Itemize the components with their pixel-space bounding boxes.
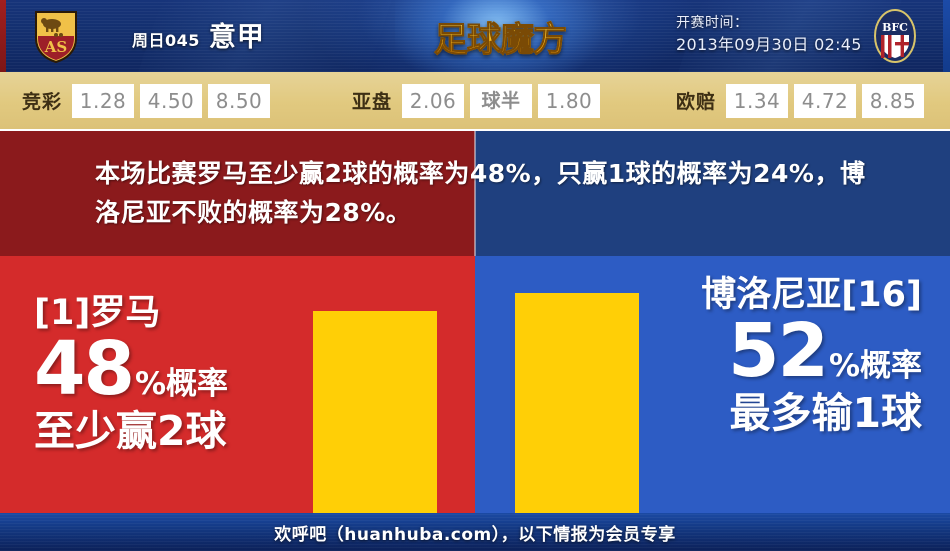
- home-outcome: 至少赢2球: [34, 407, 227, 456]
- brand-logo-text: 足球魔方: [434, 12, 568, 61]
- away-percent-row: 52 %概率: [622, 307, 922, 394]
- odds-yapan-home[interactable]: 2.06: [402, 83, 465, 118]
- away-stats: 博洛尼亚[16] 52 %概率 最多输1球: [622, 277, 922, 435]
- home-panel: [1]罗马 48 %概率 至少赢2球: [0, 131, 475, 513]
- odds-jingcai-1[interactable]: 1.28: [72, 83, 135, 118]
- odds-oupei-2[interactable]: 8.85: [862, 83, 925, 118]
- home-headline-band: [0, 131, 475, 256]
- header-right-accent: [943, 0, 950, 72]
- home-percent-value: 48: [34, 325, 135, 412]
- svg-text:BFC: BFC: [882, 21, 908, 34]
- odds-jingcai-x[interactable]: 4.50: [140, 83, 203, 118]
- odds-oupei-x[interactable]: 4.72: [794, 83, 857, 118]
- brand-logo[interactable]: 足球魔方: [395, 0, 605, 72]
- away-percent-suffix: %概率: [828, 347, 922, 384]
- home-percent-row: 48 %概率: [34, 325, 304, 412]
- odds-group-oupei: 欧赔 1.34 4.72 8.85: [676, 72, 925, 129]
- kickoff-label: 开赛时间：: [676, 15, 749, 31]
- odds-oupei-1[interactable]: 1.34: [726, 83, 789, 118]
- odds-yapan-handicap[interactable]: 球半: [470, 83, 533, 118]
- kickoff-value: 2013年09月30日 02:45: [676, 35, 862, 55]
- away-probability-bar: [515, 293, 639, 513]
- away-team-name: 博洛尼亚[16]: [701, 275, 922, 315]
- odds-group-jingcai: 竞彩 1.28 4.50 8.50: [22, 72, 271, 129]
- odds-bar: 竞彩 1.28 4.50 8.50 亚盘 2.06 球半 1.80 欧赔 1.3…: [0, 72, 950, 131]
- away-panel: 博洛尼亚[16] 52 %概率 最多输1球: [475, 131, 950, 513]
- match-label: 周日045 意甲: [132, 15, 265, 57]
- kickoff-time: 开赛时间： 2013年09月30日 02:45: [676, 13, 862, 56]
- header-left-accent: [0, 0, 6, 72]
- odds-yapan-away[interactable]: 1.80: [538, 83, 601, 118]
- probability-chart: [1]罗马 48 %概率 至少赢2球 博洛尼亚[16] 52 %概率 最多输1球: [0, 131, 950, 513]
- home-stats: [1]罗马 48 %概率 至少赢2球: [34, 295, 304, 453]
- as-roma-crest-icon: AS: [35, 11, 77, 64]
- away-percent-value: 52: [727, 307, 829, 394]
- home-team-name: [1]罗马: [34, 293, 161, 333]
- header-bar: AS 周日045 意甲 足球魔方 开赛时间： 2013年09月30日 02:45…: [0, 0, 950, 72]
- league-name: 意甲: [208, 22, 265, 53]
- svg-text:AS: AS: [44, 38, 67, 56]
- panel-divider: [474, 131, 476, 256]
- bologna-fc-crest-icon: BFC: [874, 9, 916, 63]
- odds-jingcai-2[interactable]: 8.50: [208, 83, 271, 118]
- odds-label-yapan: 亚盘: [352, 91, 393, 113]
- footer-bar: 欢呼吧（huanhuba.com），以下情报为会员专享: [0, 513, 950, 551]
- footer-text: 欢呼吧（huanhuba.com），以下情报为会员专享: [274, 524, 676, 545]
- match-number: 周日045: [132, 31, 200, 50]
- odds-label-oupei: 欧赔: [676, 91, 717, 113]
- home-probability-bar: [313, 311, 437, 513]
- away-outcome: 最多输1球: [729, 389, 922, 438]
- odds-label-jingcai: 竞彩: [22, 91, 63, 113]
- away-headline-band: [475, 131, 950, 256]
- home-percent-suffix: %概率: [134, 365, 229, 402]
- odds-group-yapan: 亚盘 2.06 球半 1.80: [352, 72, 601, 129]
